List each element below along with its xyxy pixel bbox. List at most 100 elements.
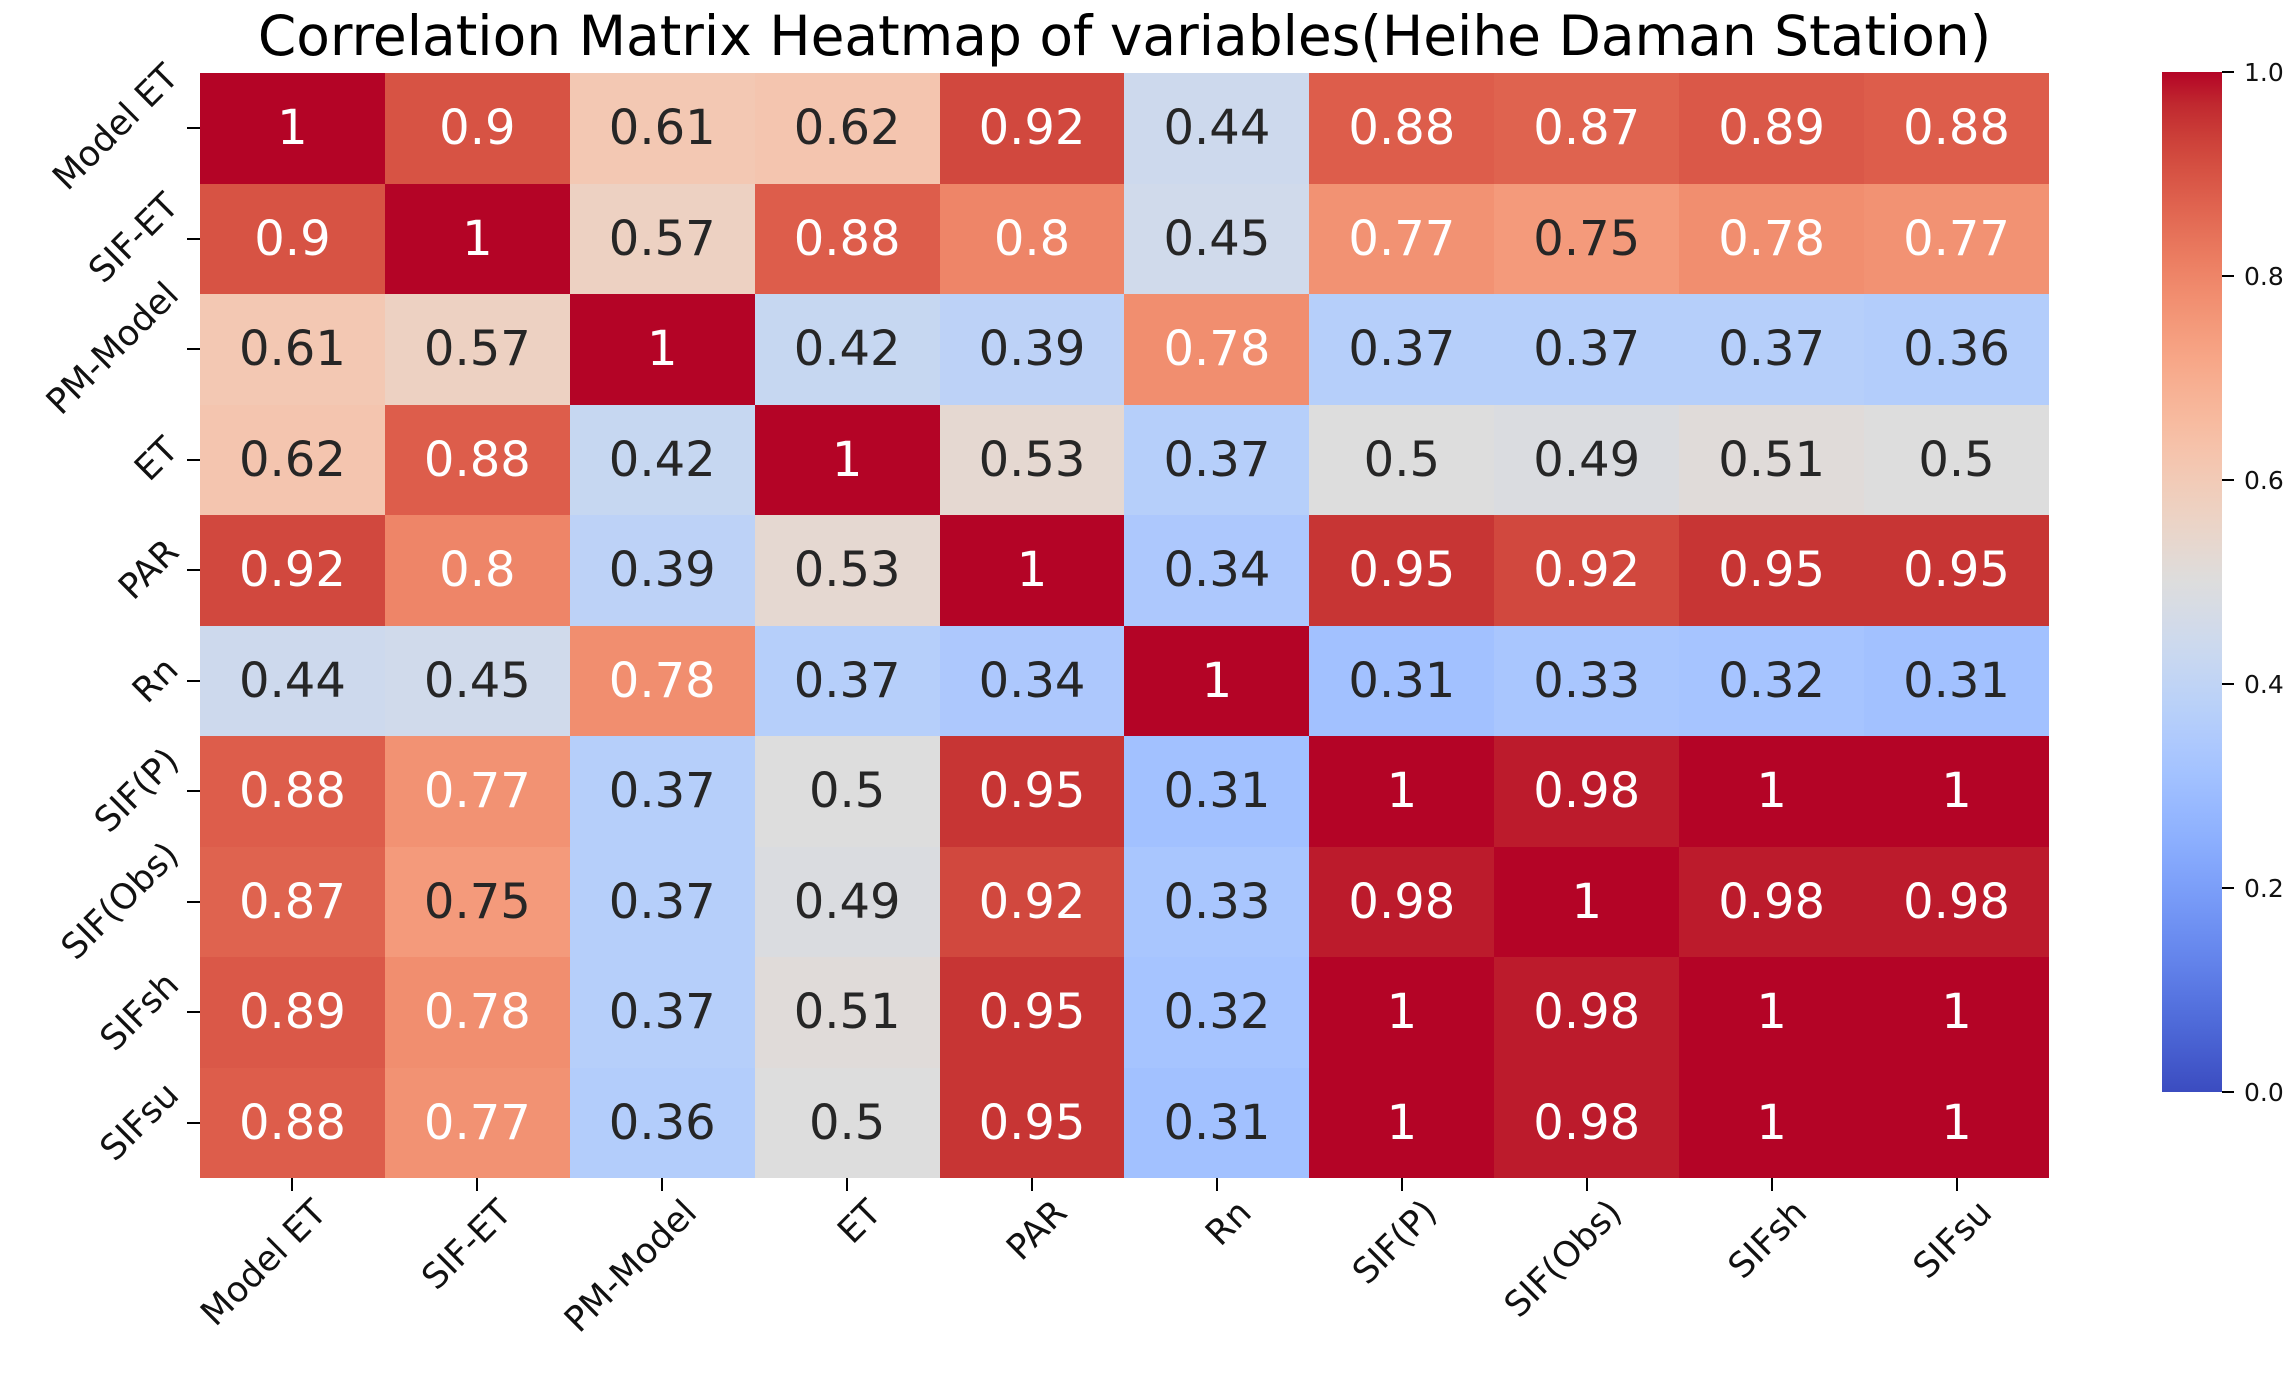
heatmap-cell: 0.33 [1124, 846, 1310, 957]
x-axis-tick [291, 1178, 294, 1191]
heatmap-grid: 1 0.9 0.61 0.62 0.92 0.44 0.88 0.87 0.89 0.88 0.9 1… [200, 73, 2049, 1178]
heatmap-cell: 0.37 [1679, 294, 1865, 405]
y-axis-tick [187, 790, 200, 793]
chart-title: Correlation Matrix Heatmap of variables(… [257, 4, 1992, 68]
heatmap-cell: 1 [1864, 957, 2049, 1068]
x-axis-label: Model ET [193, 1192, 336, 1334]
x-axis-label: SIFsu [1905, 1192, 2000, 1287]
heatmap-cell: 0.45 [1124, 183, 1310, 294]
x-axis-label: ET [830, 1192, 890, 1252]
heatmap-cell: 0.34 [939, 625, 1125, 736]
heatmap-cell: 0.8 [939, 183, 1125, 294]
heatmap-cell: 0.53 [754, 515, 940, 626]
heatmap-cell: 0.78 [569, 625, 755, 736]
heatmap-cell: 0.88 [200, 1067, 385, 1178]
heatmap-cell: 0.92 [200, 515, 385, 626]
colorbar-tick-label: 0.6 [2244, 466, 2284, 495]
heatmap-cell: 0.92 [1494, 515, 1680, 626]
heatmap-cell: 0.39 [569, 515, 755, 626]
y-axis-tick [187, 127, 200, 130]
heatmap-cell: 0.36 [1864, 294, 2049, 405]
colorbar-tick-label: 0.2 [2244, 874, 2284, 903]
heatmap-cell: 0.49 [754, 846, 940, 957]
y-axis-label: SIFsh [92, 964, 187, 1059]
heatmap-cell: 0.92 [939, 846, 1125, 957]
y-axis-label: PAR [111, 531, 187, 608]
y-axis-tick [187, 348, 200, 351]
heatmap-cell: 1 [1864, 736, 2049, 847]
heatmap-cell: 0.77 [1309, 183, 1495, 294]
x-axis-tick [1770, 1178, 1773, 1191]
y-axis-tick [187, 1121, 200, 1124]
heatmap-cell: 0.39 [939, 294, 1125, 405]
heatmap-cell: 0.5 [754, 1067, 940, 1178]
heatmap-cell: 0.98 [1309, 846, 1495, 957]
y-axis-label: PM-Model [38, 274, 187, 423]
heatmap-cell: 0.75 [384, 846, 570, 957]
heatmap-cell: 1 [384, 183, 570, 294]
heatmap-cell: 1 [1309, 1067, 1495, 1178]
heatmap-cell: 0.5 [1309, 404, 1495, 515]
heatmap-cell: 0.53 [939, 404, 1125, 515]
heatmap-cell: 0.98 [1494, 957, 1680, 1068]
heatmap-cell: 0.87 [1494, 73, 1680, 184]
heatmap-cell: 0.42 [569, 404, 755, 515]
heatmap-cell: 0.87 [200, 846, 385, 957]
x-axis-tick [661, 1178, 664, 1191]
heatmap-cell: 0.95 [939, 1067, 1125, 1178]
heatmap-cell: 1 [1494, 846, 1680, 957]
heatmap-cell: 0.44 [1124, 73, 1310, 184]
heatmap-cell: 0.31 [1124, 1067, 1310, 1178]
colorbar-tick-label: 0.8 [2244, 262, 2284, 291]
heatmap-cell: 1 [569, 294, 755, 405]
heatmap-cell: 0.98 [1679, 846, 1865, 957]
heatmap-cell: 0.31 [1864, 625, 2049, 736]
heatmap-cell: 0.98 [1864, 846, 2049, 957]
heatmap-cell: 0.88 [384, 404, 570, 515]
heatmap-cell: 0.88 [200, 736, 385, 847]
y-axis-tick [187, 900, 200, 903]
heatmap-cell: 1 [939, 515, 1125, 626]
heatmap-cell: 0.42 [754, 294, 940, 405]
heatmap-cell: 0.98 [1494, 736, 1680, 847]
heatmap-cell: 0.37 [1494, 294, 1680, 405]
colorbar-tick [2222, 1091, 2234, 1093]
heatmap-cell: 0.5 [754, 736, 940, 847]
heatmap-cell: 0.51 [1679, 404, 1865, 515]
heatmap-cell: 1 [1679, 957, 1865, 1068]
x-axis-label: PM-Model [557, 1192, 706, 1341]
heatmap-cell: 0.37 [569, 736, 755, 847]
heatmap-cell: 0.92 [939, 73, 1125, 184]
heatmap-cell: 0.36 [569, 1067, 755, 1178]
heatmap-cell: 0.89 [200, 957, 385, 1068]
x-axis-tick [1215, 1178, 1218, 1191]
heatmap-cell: 0.44 [200, 625, 385, 736]
heatmap-cell: 0.37 [569, 846, 755, 957]
y-axis-label: SIFsu [92, 1075, 187, 1170]
heatmap-cell: 0.88 [1309, 73, 1495, 184]
heatmap-cell: 0.9 [200, 183, 385, 294]
x-axis-tick [476, 1178, 479, 1191]
heatmap-cell: 0.78 [1124, 294, 1310, 405]
heatmap-cell: 0.37 [1309, 294, 1495, 405]
heatmap-cell: 1 [1679, 736, 1865, 847]
y-axis-tick [187, 237, 200, 240]
x-axis-label: SIF(P) [1345, 1192, 1445, 1293]
y-axis-label: Model ET [45, 57, 187, 199]
heatmap-cell: 1 [1864, 1067, 2049, 1178]
heatmap-cell: 0.95 [1309, 515, 1495, 626]
colorbar-tick [2222, 683, 2234, 685]
colorbar-tick-label: 0.4 [2244, 670, 2284, 699]
heatmap-cell: 0.8 [384, 515, 570, 626]
colorbar-tick-label: 0.0 [2244, 1078, 2284, 1107]
heatmap-cell: 0.78 [384, 957, 570, 1068]
y-axis-label: SIF(P) [86, 740, 187, 841]
x-axis-tick [846, 1178, 849, 1191]
heatmap-cell: 0.51 [754, 957, 940, 1068]
y-axis-tick [187, 569, 200, 572]
heatmap-cell: 1 [1679, 1067, 1865, 1178]
x-axis-label: SIF-ET [414, 1192, 521, 1298]
y-axis-label: SIF-ET [81, 185, 187, 291]
heatmap-cell: 1 [1309, 957, 1495, 1068]
heatmap-cell: 0.34 [1124, 515, 1310, 626]
